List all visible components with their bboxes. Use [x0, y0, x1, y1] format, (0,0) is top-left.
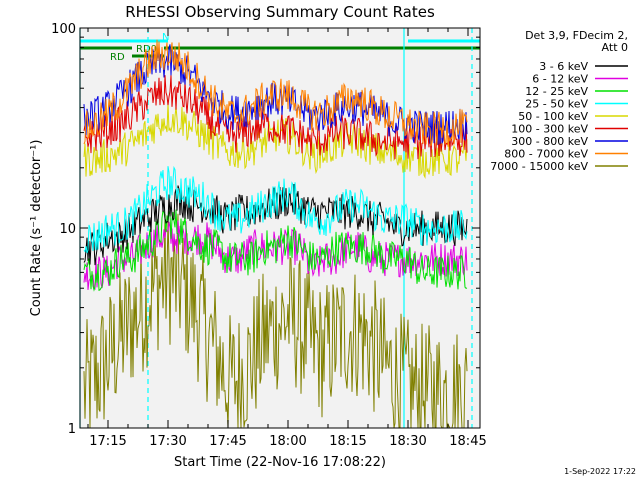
legend-label: 3 - 6 keV — [539, 60, 588, 73]
y-axis: 1 10 100 — [51, 22, 480, 437]
y-axis-label: Count Rate (s⁻¹ detector⁻¹) — [29, 140, 44, 317]
x-tick-label: 18:15 — [329, 434, 366, 449]
x-tick-label: 18:30 — [389, 434, 426, 449]
flag-bar-label: N — [162, 32, 169, 43]
series-line — [83, 213, 468, 429]
series-line — [83, 102, 468, 179]
flag-bar-label: RD — [110, 52, 125, 63]
series-line — [83, 74, 468, 160]
x-tick-label: 18:00 — [269, 434, 306, 449]
series-line — [83, 209, 468, 292]
x-tick-label: 17:30 — [149, 434, 186, 449]
x-tick-label: 17:45 — [209, 434, 246, 449]
series-layer — [83, 39, 468, 429]
series-line — [83, 44, 468, 145]
legend-label: 300 - 800 keV — [511, 135, 588, 148]
legend-header-line-1: Det 3,9, FDecim 2, — [525, 29, 628, 42]
y-tick-label: 1 — [68, 422, 76, 437]
legend-header-line-2: Att 0 — [602, 41, 628, 54]
legend-label: 100 - 300 keV — [511, 123, 588, 136]
series-line — [83, 165, 468, 254]
x-tick-label: 18:45 — [449, 434, 486, 449]
x-axis: 17:15 17:30 17:45 18:00 18:15 18:30 18:45 — [87, 28, 487, 449]
series-line — [83, 39, 468, 147]
legend-label: 800 - 7000 keV — [504, 148, 588, 161]
legend-label: 12 - 25 keV — [525, 85, 588, 98]
chart-title: RHESSI Observing Summary Count Rates — [125, 3, 435, 21]
legend-label: 7000 - 15000 keV — [490, 160, 588, 173]
x-tick-label: 17:15 — [89, 434, 126, 449]
legend-label: 50 - 100 keV — [518, 110, 588, 123]
series-line — [83, 183, 468, 266]
y-tick-label: 100 — [51, 22, 76, 37]
y-tick-label: 10 — [59, 222, 76, 237]
legend-label: 6 - 12 keV — [532, 73, 588, 86]
footer-timestamp: 1-Sep-2022 17:22 — [564, 467, 636, 476]
legend-label: 25 - 50 keV — [525, 98, 588, 111]
x-axis-label: Start Time (22-Nov-16 17:08:22) — [174, 455, 386, 470]
